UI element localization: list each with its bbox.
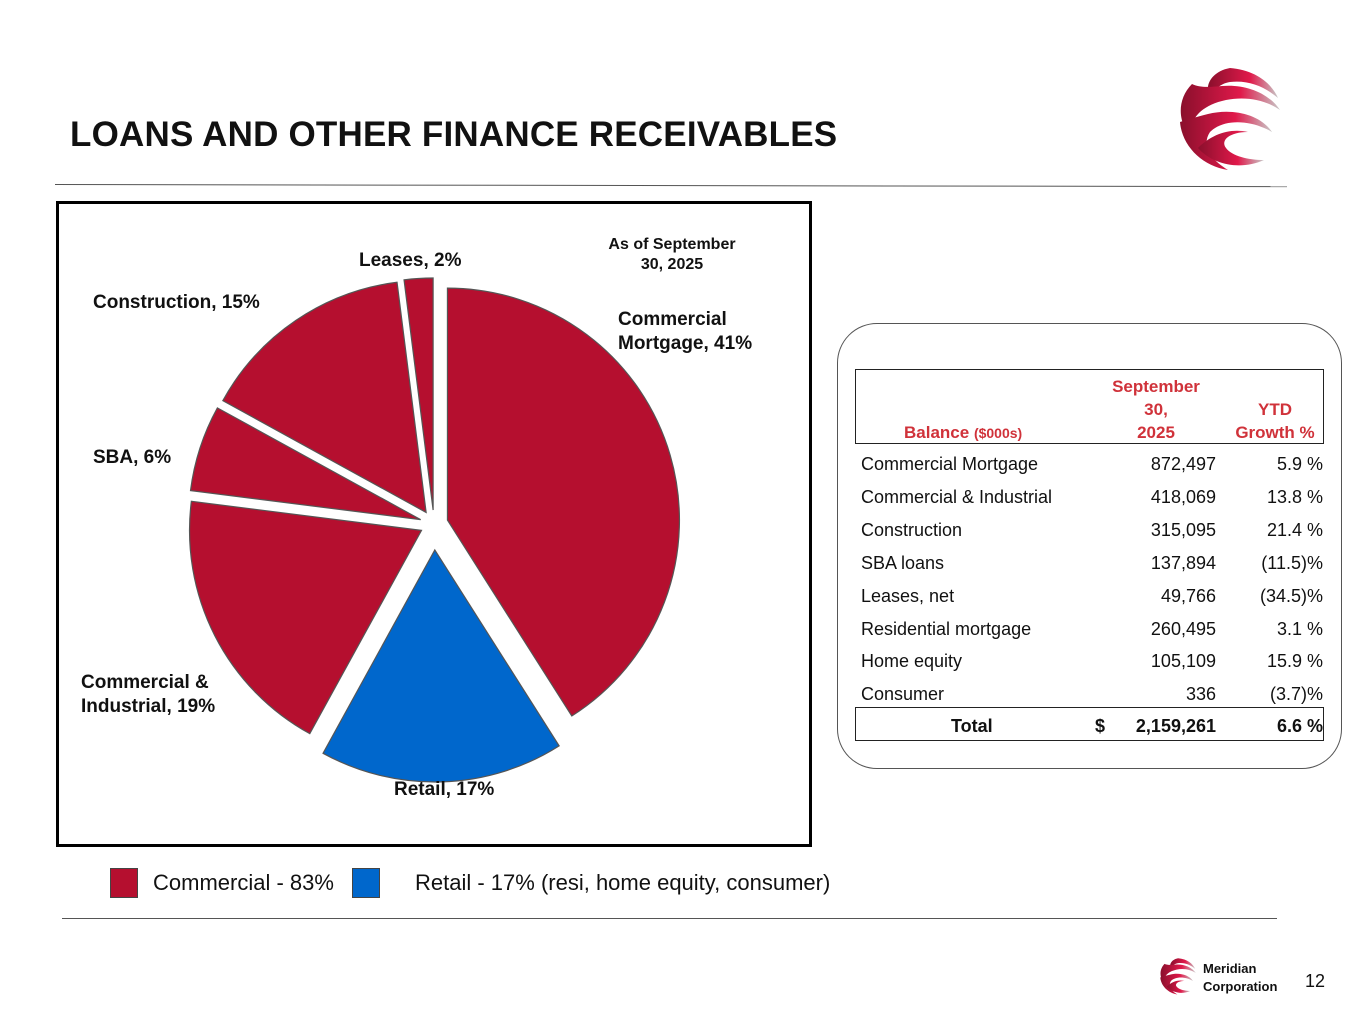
legend-swatch-retail [352, 868, 380, 898]
row-growth: (11.5)% [1261, 553, 1323, 573]
table-row: Commercial & Industrial 418,069 13.8 % [861, 487, 1323, 517]
col-header-balance-unit: ($000s) [973, 425, 1023, 441]
col-header-growth-line1: YTD [1258, 400, 1292, 419]
slice-label-commercial-industrial: Commercial & Industrial, 19% [81, 671, 215, 719]
pie-slice-construction [222, 281, 427, 514]
row-name: Residential mortgage [861, 619, 1032, 639]
row-growth: 5.9 % [1276, 454, 1323, 474]
pie-slice-leases [403, 277, 434, 511]
row-name: Construction [861, 520, 963, 540]
row-growth: 15.9 % [1266, 651, 1323, 671]
table-header-box [855, 369, 1324, 444]
asof-line2: 30, 2025 [640, 256, 704, 273]
table-row: Home equity 105,109 15.9 % [861, 651, 1323, 681]
cm-label-line2: Mortgage, 41% [618, 333, 753, 354]
col-header-growth: YTD Growth % [1226, 398, 1324, 444]
footer-company-name: Meridian Corporation [1203, 960, 1277, 996]
total-currency: $ [1095, 716, 1106, 736]
slice-label-sba: SBA, 6% [93, 447, 172, 468]
row-growth: 21.4 % [1266, 520, 1323, 540]
footer-company-line1: Meridian [1203, 961, 1257, 976]
slice-label-commercial-mortgage: Commercial Mortgage, 41% [618, 308, 752, 356]
loan-mix-pie-chart [188, 277, 681, 783]
col-header-balance-label: Balance [904, 423, 970, 442]
title-divider [54, 184, 1287, 188]
col-header-balance: Balance ($000s) [904, 421, 1022, 445]
meridian-logo-icon [1180, 68, 1280, 170]
table-row: Leases, net 49,766 (34.5)% [861, 586, 1323, 616]
col-header-date-line1: September [1112, 377, 1200, 396]
page-number: 12 [1305, 971, 1326, 991]
table-row: Construction 315,095 21.4 % [861, 520, 1323, 550]
table-row: Consumer 336 (3.7)% [861, 684, 1323, 714]
row-growth: 13.8 % [1266, 487, 1323, 507]
footer-divider [62, 918, 1277, 919]
row-balance: 49,766 [1160, 586, 1216, 606]
slice-label-leases: Leases, 2% [359, 250, 462, 271]
page-title: LOANS AND OTHER FINANCE RECEIVABLES [70, 115, 838, 154]
row-balance: 336 [1185, 684, 1216, 704]
pie-slice-retail [322, 548, 560, 783]
legend-swatch-commercial [110, 868, 138, 898]
table-row: SBA loans 137,894 (11.5)% [861, 553, 1323, 583]
row-name: SBA loans [861, 553, 945, 573]
row-name: Home equity [861, 651, 963, 671]
row-growth: (34.5)% [1259, 586, 1323, 606]
total-growth: 6.6 % [1276, 716, 1323, 736]
pie-chart-frame: As of September 30, 2025 Leases, 2% Cons… [56, 201, 812, 847]
legend-label-commercial: Commercial - 83% [153, 870, 334, 895]
col-header-date-line2: 30, [1144, 400, 1168, 419]
row-balance: 872,497 [1150, 454, 1216, 474]
col-header-date-line3: 2025 [1137, 423, 1175, 442]
ci-label-line2: Industrial, 19% [81, 696, 216, 717]
slice-label-construction: Construction, 15% [93, 292, 260, 313]
balance-table-panel [837, 323, 1342, 769]
row-balance: 137,894 [1150, 553, 1216, 573]
row-balance: 260,495 [1150, 619, 1216, 639]
row-balance: 315,095 [1150, 520, 1216, 540]
row-growth: (3.7)% [1269, 684, 1323, 704]
chart-annotation: As of September 30, 2025 [582, 235, 762, 275]
asof-line1: As of September [608, 236, 736, 253]
row-balance: 418,069 [1150, 487, 1216, 507]
col-header-growth-line2: Growth % [1235, 423, 1315, 442]
row-name: Commercial & Industrial [861, 487, 1053, 507]
row-balance: 105,109 [1150, 651, 1216, 671]
total-label: Total [951, 716, 993, 736]
col-header-date: September 30, 2025 [1100, 375, 1212, 444]
table-row: Residential mortgage 260,495 3.1 % [861, 619, 1323, 649]
pie-slice-commercial-industrial [188, 500, 423, 735]
total-balance: 2,159,261 [1135, 716, 1216, 736]
cm-label-line1: Commercial [618, 309, 727, 330]
pie-slice-commercial-mortgage [446, 287, 681, 717]
legend-label-retail: Retail - 17% (resi, home equity, consume… [415, 870, 831, 895]
ci-label-line1: Commercial & [81, 672, 209, 693]
row-growth: 3.1 % [1276, 619, 1323, 639]
total-row-box [855, 707, 1324, 741]
footer-company-line2: Corporation [1203, 979, 1278, 994]
meridian-footer-logo-icon [1160, 958, 1196, 995]
row-name: Consumer [861, 684, 945, 704]
slice-label-retail: Retail, 17% [394, 779, 495, 800]
table-row: Commercial Mortgage 872,497 5.9 % [861, 454, 1323, 484]
pie-slice-sba [189, 407, 421, 521]
row-name: Leases, net [861, 586, 955, 606]
row-name: Commercial Mortgage [861, 454, 1039, 474]
